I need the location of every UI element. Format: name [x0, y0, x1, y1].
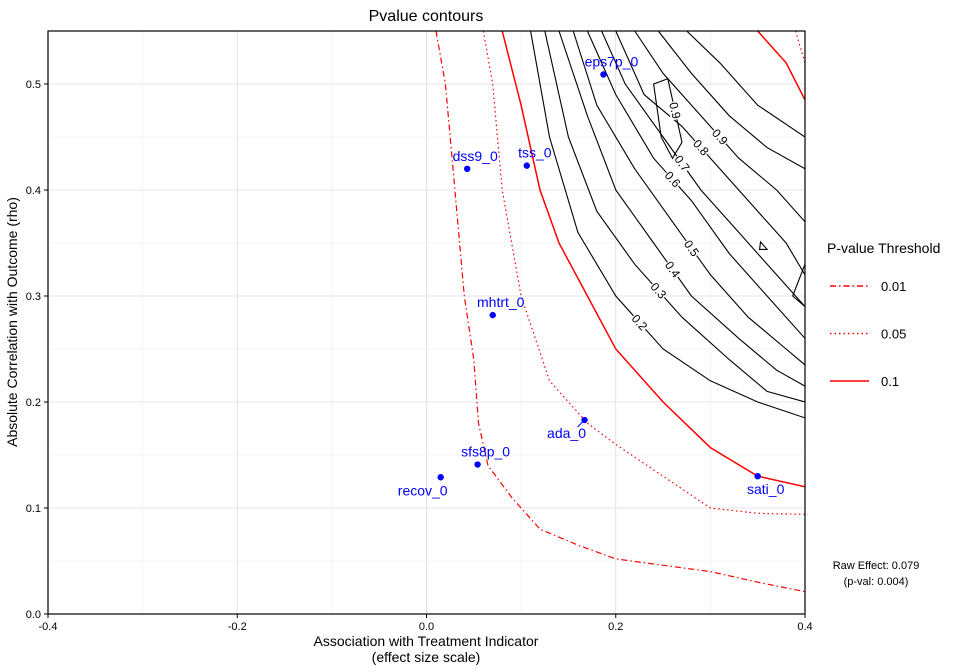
- point-dss9_0: [463, 165, 471, 172]
- x-axis-sublabel: (effect size scale): [372, 649, 481, 665]
- chart-title: Pvalue contours: [369, 8, 484, 25]
- contour-line: [615, 31, 805, 276]
- point-label-dss9_0: dss9_0: [453, 148, 498, 164]
- contour-line: [758, 240, 769, 250]
- contour-label-bg: [709, 126, 731, 148]
- contour-label-bg: [681, 237, 702, 260]
- threshold-line-0.1: [501, 31, 805, 488]
- point-label-sati_0: sati_0: [747, 481, 785, 497]
- point-recov_0: [437, 474, 444, 481]
- y-tick-label: 0.2: [26, 397, 41, 409]
- point-label-tss_0: tss_0: [518, 145, 552, 161]
- legend-label-0.05: 0.05: [881, 327, 906, 342]
- contour-line: [792, 264, 805, 308]
- contour-line: [657, 31, 805, 170]
- point-label-eps7p_0: eps7p_0: [585, 53, 639, 69]
- point-mhtrt_0: [489, 311, 496, 319]
- point-sati_0: [754, 473, 761, 480]
- legend-label-0.1: 0.1: [881, 374, 899, 389]
- contour-label-bg: [667, 100, 683, 121]
- threshold-lines: [435, 31, 805, 593]
- contour-label-bg: [662, 258, 683, 281]
- y-tick-label: 0.0: [26, 609, 41, 621]
- point-sfs8p_0: [474, 461, 481, 468]
- point-tss_0: [523, 162, 531, 169]
- axis-ticks: -0.4 -0.2 0.0 0.2 0.4 0.0 0.1 0.2 0.3 0.4 0.5: [26, 79, 813, 633]
- point-label-sfs8p_0: sfs8p_0: [461, 444, 510, 460]
- contour-label-bg: [647, 279, 669, 302]
- point-leader: [577, 419, 585, 428]
- contour-line: [601, 31, 805, 307]
- legend-label-0.01: 0.01: [881, 279, 906, 294]
- contour-line: [586, 31, 805, 339]
- point-label-mhtrt_0: mhtrt_0: [477, 294, 525, 310]
- y-tick-label: 0.3: [26, 291, 41, 303]
- contour-line: [686, 31, 805, 138]
- data-points: eps7p_0 dss9_0 tss_0 mhtrt_0 ada_0 sfs8p_0rec…: [398, 53, 785, 498]
- raw-effect-annotation: Raw Effect: 0.079: [833, 560, 920, 572]
- point-label-ada_0: ada_0: [547, 425, 586, 441]
- y-axis-label: Absolute Correlation with Outcome (rho): [4, 197, 20, 447]
- x-tick-label: 0.0: [419, 621, 434, 633]
- contour-label-bg: [628, 311, 650, 334]
- threshold-line-0.1: [757, 31, 805, 101]
- x-tick-label: 0.2: [608, 621, 623, 633]
- contour-label-bg: [662, 168, 683, 191]
- threshold-line-0.05: [794, 31, 805, 63]
- x-tick-label: -0.4: [39, 621, 58, 633]
- point-eps7p_0: [600, 71, 607, 78]
- x-tick-label: 0.4: [797, 621, 812, 633]
- y-tick-label: 0.4: [26, 185, 41, 197]
- y-tick-label: 0.1: [26, 503, 41, 515]
- legend-title: P-value Threshold: [827, 240, 940, 256]
- contour-label-bg: [671, 152, 693, 175]
- contour-label-bg: [690, 136, 712, 159]
- legend-items: 0.01 0.05 0.1: [830, 279, 906, 389]
- point-label-recov_0: recov_0: [398, 482, 448, 498]
- y-tick-label: 0.5: [26, 79, 41, 91]
- contour-label: 0.9: [666, 101, 683, 121]
- threshold-line-0.05: [482, 31, 805, 515]
- x-tick-label: -0.2: [228, 621, 247, 633]
- threshold-line-0.01: [435, 31, 805, 593]
- x-axis-label: Association with Treatment Indicator: [314, 633, 539, 649]
- pval-annotation: (p-val: 0.004): [844, 576, 909, 588]
- legend: P-value Threshold 0.01 0.05 0.1: [827, 240, 940, 389]
- contour-line: [652, 77, 683, 160]
